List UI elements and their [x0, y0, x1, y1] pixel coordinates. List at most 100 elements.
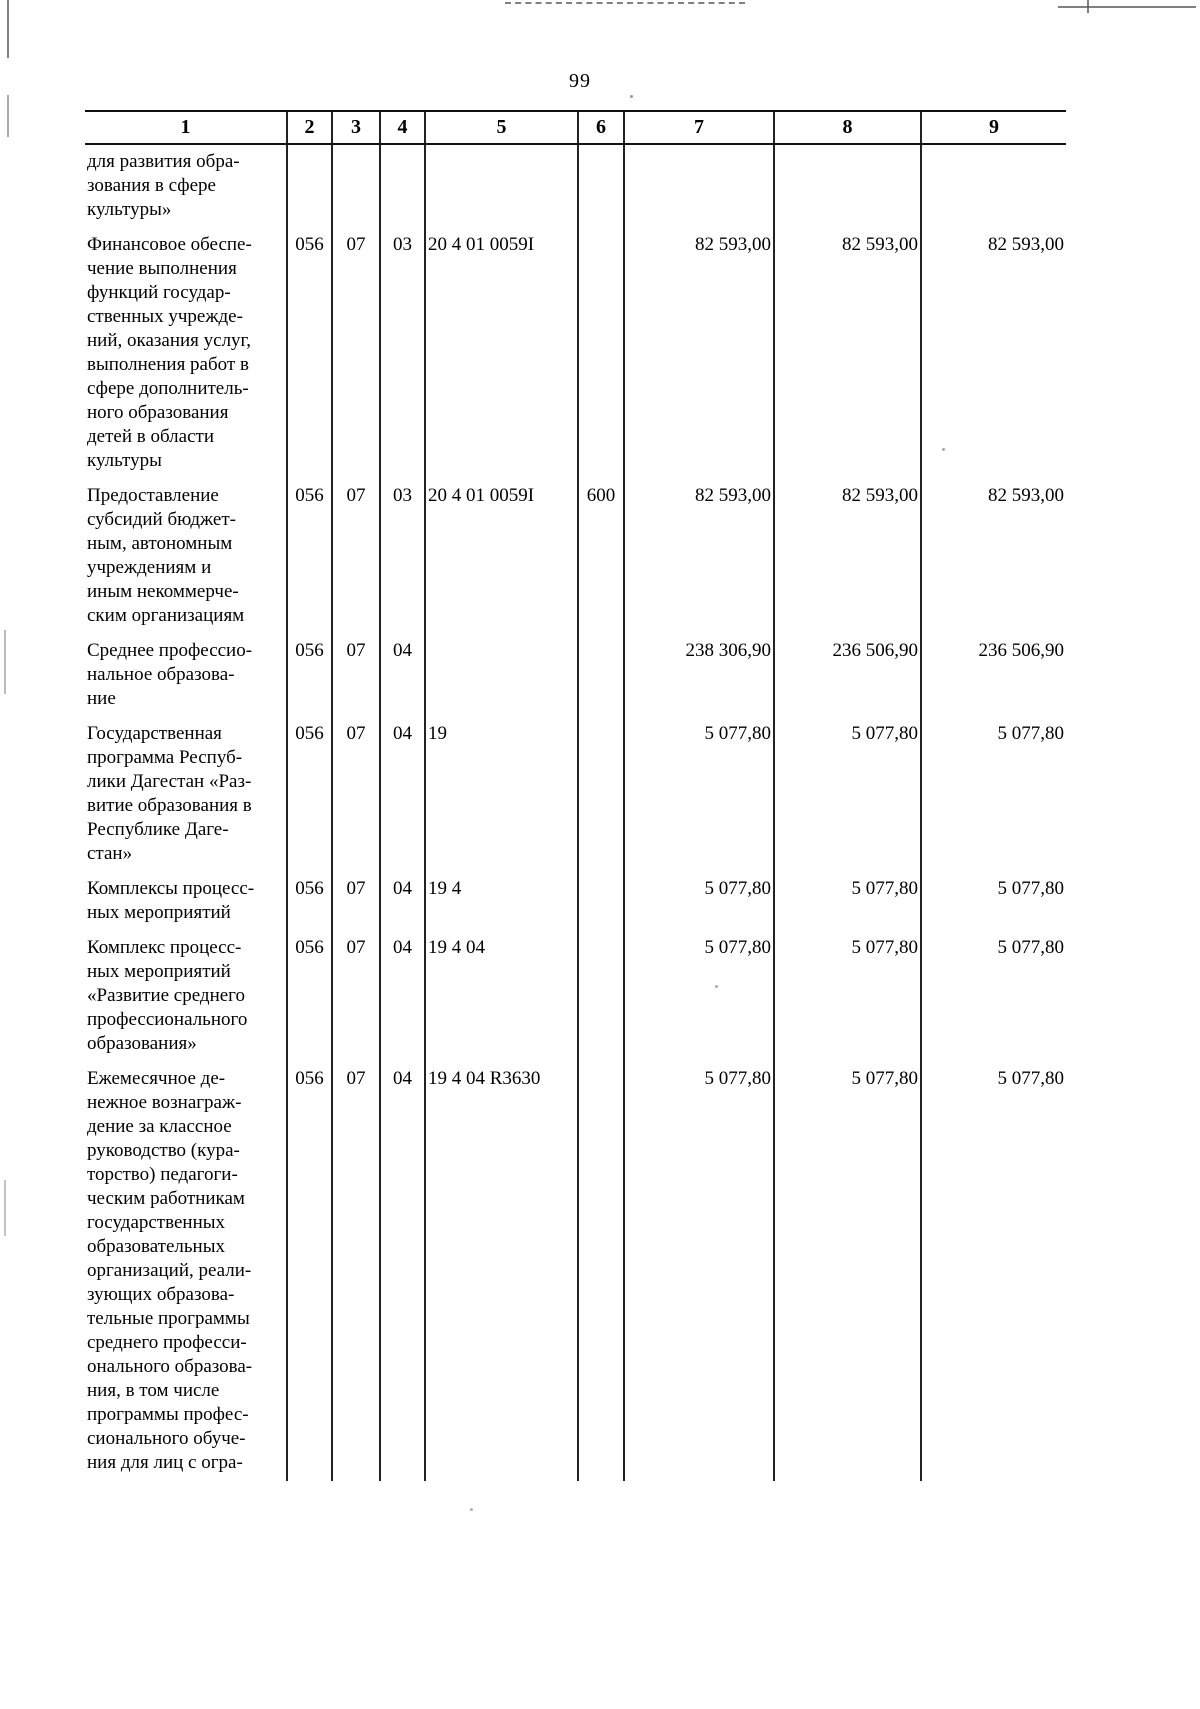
table-cell: 056 — [286, 931, 332, 1062]
table-cell — [379, 144, 425, 228]
table-cell: 82 593,00 — [920, 228, 1066, 479]
table-cell — [424, 144, 578, 228]
table-cell: 236 506,90 — [920, 634, 1066, 717]
table-cell: Финансовое обеспе- чение выполнения функ… — [87, 234, 252, 471]
table-cell: 04 — [379, 872, 425, 931]
table-cell: 056 — [286, 228, 332, 479]
page-number: 99 — [569, 70, 591, 92]
table-cell: 82 593,00 — [623, 479, 774, 634]
table-cell: 07 — [331, 717, 380, 872]
table-cell: 04 — [379, 634, 425, 717]
table-cell: 5 077,80 — [623, 931, 774, 1062]
table-cell: 19 4 — [424, 872, 578, 931]
table-row: Комплексы процесс- ных мероприятий 056 0… — [85, 872, 1066, 931]
table-cell: 238 306,90 — [623, 634, 774, 717]
table-row: Предоставление субсидий бюджет- ным, авт… — [85, 479, 1066, 634]
scan-artifact — [1087, 0, 1089, 13]
scan-artifact — [4, 630, 6, 694]
table-cell — [577, 634, 624, 717]
table-cell: 04 — [379, 931, 425, 1062]
table-cell: 5 077,80 — [920, 872, 1066, 931]
table-cell: 82 593,00 — [920, 479, 1066, 634]
table-cell — [577, 931, 624, 1062]
table-cell: 056 — [286, 1062, 332, 1481]
scan-artifact — [470, 1508, 473, 1511]
table-cell — [331, 144, 380, 228]
budget-table: 1 2 3 4 5 6 7 8 9 для развития обра- зов… — [85, 110, 1066, 1481]
table-cell: 056 — [286, 479, 332, 634]
column-header: 1 — [85, 110, 287, 145]
table-cell: 5 077,80 — [773, 717, 921, 872]
table-cell: для развития обра- зования в сфере культ… — [87, 151, 240, 220]
column-header: 8 — [773, 110, 921, 145]
table-cell: 5 077,80 — [623, 1062, 774, 1481]
column-header: 5 — [424, 110, 578, 145]
table-cell: 19 4 04 R3630 — [424, 1062, 578, 1481]
column-header: 7 — [623, 110, 774, 145]
table-cell: 5 077,80 — [773, 931, 921, 1062]
table-cell — [623, 144, 774, 228]
table-cell — [577, 872, 624, 931]
table-cell: Государственная программа Респуб- лики Д… — [87, 723, 252, 864]
table-cell — [577, 228, 624, 479]
table-cell: 82 593,00 — [623, 228, 774, 479]
table-row: Финансовое обеспе- чение выполнения функ… — [85, 228, 1066, 479]
column-header: 9 — [920, 110, 1066, 145]
table-cell: 5 077,80 — [920, 717, 1066, 872]
table-cell — [773, 144, 921, 228]
table-cell: 5 077,80 — [773, 872, 921, 931]
table-cell: 04 — [379, 717, 425, 872]
table-cell: 20 4 01 0059I — [424, 228, 578, 479]
table-cell: 5 077,80 — [773, 1062, 921, 1481]
table-cell: 5 077,80 — [920, 1062, 1066, 1481]
column-header: 6 — [577, 110, 624, 145]
table-cell: 600 — [577, 479, 624, 634]
table-cell: 82 593,00 — [773, 479, 921, 634]
table-cell — [577, 717, 624, 872]
table-cell: 07 — [331, 872, 380, 931]
table-header-row: 1 2 3 4 5 6 7 8 9 — [85, 110, 1066, 145]
table-cell — [920, 144, 1066, 228]
table-cell: 07 — [331, 1062, 380, 1481]
table-cell: 03 — [379, 479, 425, 634]
column-header: 3 — [331, 110, 380, 145]
table-cell — [286, 144, 332, 228]
scan-artifact — [7, 0, 9, 58]
scan-artifact — [4, 1180, 6, 1236]
table-cell: 056 — [286, 872, 332, 931]
table-cell: Предоставление субсидий бюджет- ным, авт… — [87, 485, 245, 626]
scan-artifact — [630, 95, 633, 98]
table-row: Ежемесячное де- нежное вознаграж- дение … — [85, 1062, 1066, 1481]
column-header: 2 — [286, 110, 332, 145]
table-cell: 07 — [331, 479, 380, 634]
table-cell: 5 077,80 — [623, 872, 774, 931]
table-cell: 056 — [286, 634, 332, 717]
table-cell: 07 — [331, 228, 380, 479]
table-cell: 056 — [286, 717, 332, 872]
table-cell: 07 — [331, 931, 380, 1062]
table-cell: 82 593,00 — [773, 228, 921, 479]
scan-artifact — [7, 95, 9, 137]
table-cell — [424, 634, 578, 717]
table-row: Комплекс процесс- ных мероприятий «Разви… — [85, 931, 1066, 1062]
table-cell: Комплекс процесс- ных мероприятий «Разви… — [87, 937, 248, 1054]
scan-artifact — [1058, 6, 1196, 8]
column-header: 4 — [379, 110, 425, 145]
table-cell: Среднее профессио- нальное образова- ние — [87, 640, 253, 709]
table-row: для развития обра- зования в сфере культ… — [85, 144, 1066, 228]
table-cell: 04 — [379, 1062, 425, 1481]
table-cell: 19 4 04 — [424, 931, 578, 1062]
table-cell: 5 077,80 — [623, 717, 774, 872]
table-cell: Ежемесячное де- нежное вознаграж- дение … — [87, 1068, 253, 1473]
table-cell: 03 — [379, 228, 425, 479]
table-cell: Комплексы процесс- ных мероприятий — [87, 878, 255, 923]
table-cell — [577, 1062, 624, 1481]
table-cell: 07 — [331, 634, 380, 717]
scan-artifact — [505, 2, 745, 4]
table-cell: 5 077,80 — [920, 931, 1066, 1062]
table-cell: 20 4 01 0059I — [424, 479, 578, 634]
table-row: Государственная программа Респуб- лики Д… — [85, 717, 1066, 872]
table-cell: 236 506,90 — [773, 634, 921, 717]
table-row: Среднее профессио- нальное образова- ние… — [85, 634, 1066, 717]
table-cell: 19 — [424, 717, 578, 872]
